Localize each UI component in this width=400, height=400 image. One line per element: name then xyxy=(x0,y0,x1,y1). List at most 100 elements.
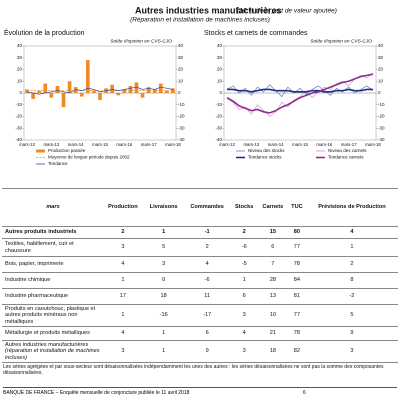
cell-text: 9 xyxy=(350,330,354,337)
table-cell: Stocks xyxy=(230,188,258,227)
chart-subtitle: Solde d'opinion en CVS-CJO xyxy=(310,38,372,44)
cell-text: -1 xyxy=(204,229,210,236)
y2-tick-label: 0 xyxy=(178,90,181,95)
cell-text: -2 xyxy=(349,293,355,300)
cell-text: -17 xyxy=(203,312,212,319)
cell-text: 80 xyxy=(293,229,301,236)
cell-text: 8 xyxy=(350,277,354,284)
cell-text: 77 xyxy=(293,244,301,251)
series-line xyxy=(226,84,374,98)
y-tick-label: -40 xyxy=(215,137,222,142)
y2-tick-label: 30 xyxy=(378,55,384,60)
charts: Autres industries manufacturières (10 % … xyxy=(4,5,385,166)
y2-tick-label: -40 xyxy=(378,137,385,142)
table-cell: 4 xyxy=(230,326,258,341)
cell-text: 1 xyxy=(350,244,354,251)
y-tick-label: 20 xyxy=(217,67,223,72)
table-cell: 6 xyxy=(183,326,231,341)
legend-label: Tendance carnets xyxy=(328,155,364,160)
table-cell: 77 xyxy=(287,238,306,257)
cell-text: -6 xyxy=(241,244,247,251)
table-cell: Autres industries manufacturières (répara… xyxy=(2,340,102,363)
bar xyxy=(134,82,139,93)
table-cell: 1 xyxy=(230,272,258,289)
share: (10 % de la part de valeur ajoutée) xyxy=(237,8,337,15)
table-cell: Industrie chimique xyxy=(2,272,102,289)
y-tick-label: 20 xyxy=(17,67,23,72)
table-cell: Production xyxy=(102,188,144,227)
table-cell: 78 xyxy=(287,256,306,273)
table-row: Autres industries manufacturières (répara… xyxy=(2,340,398,363)
table-cell: -16 xyxy=(143,304,184,327)
cell-text: 4 xyxy=(350,229,354,236)
table-cell: 2 xyxy=(305,256,398,273)
bar xyxy=(49,93,54,98)
cell-text: 18 xyxy=(160,293,167,300)
y-tick-label: -10 xyxy=(215,102,222,107)
series-line xyxy=(226,72,374,117)
cell-text: 1 xyxy=(162,348,166,355)
table-cell: -6 xyxy=(183,272,231,289)
table: mars Production Livraisons Commandes Stocks C… xyxy=(2,188,398,363)
table-cell: 84 xyxy=(287,272,306,289)
x-tick-label: mars-18 xyxy=(365,142,381,147)
table-cell: Livraisons xyxy=(143,188,184,227)
table-cell: 1 xyxy=(102,304,144,327)
table-cell: 0 xyxy=(143,272,184,289)
chart-title: Évolution de la production xyxy=(4,28,85,37)
cell-text: 2 xyxy=(121,229,125,236)
cell-text: 5 xyxy=(162,244,166,251)
y-tick-label: 30 xyxy=(17,55,23,60)
cell-text: Stocks xyxy=(235,204,254,211)
page-subtitle: (Réparation et installation de machines … xyxy=(130,17,270,24)
legend-label: Tendance xyxy=(48,161,68,166)
y-tick-label: -10 xyxy=(15,102,22,107)
x-tick-label: mars-15 xyxy=(92,142,108,147)
table-cell: Carnets xyxy=(257,188,288,227)
footer: BANQUE DE FRANCE – Enquête mensuelle de … xyxy=(3,387,397,396)
table-cell: 3 xyxy=(102,340,144,363)
legend-label: Production passée xyxy=(48,148,86,153)
table-row: Autres produits industriels 2 1 -1 2 15 80 4 xyxy=(2,226,398,239)
cell-text: 18 xyxy=(269,348,276,355)
cell-text: 9 xyxy=(205,348,209,355)
y-tick-label: -30 xyxy=(15,125,22,130)
table-cell: 11 xyxy=(183,288,231,305)
table-cell: 3 xyxy=(143,256,184,273)
table-cell: 2 xyxy=(102,226,144,239)
bar xyxy=(67,81,72,93)
table-cell: 17 xyxy=(102,288,144,305)
y-tick-label: -40 xyxy=(15,137,22,142)
bar xyxy=(61,93,66,108)
bar xyxy=(98,93,102,101)
y2-tick-label: -10 xyxy=(378,102,385,107)
cell-text: 10 xyxy=(269,312,276,319)
table-cell: Prévisions de Production xyxy=(305,188,398,227)
bar xyxy=(158,83,163,93)
cell-text: 4 xyxy=(205,261,209,268)
table-cell: 3 xyxy=(230,304,258,327)
cell-text: 7 xyxy=(271,261,275,268)
y-tick-label: 40 xyxy=(217,43,223,48)
bar xyxy=(37,90,42,93)
bar xyxy=(79,93,84,97)
table-cell: 1 xyxy=(143,326,184,341)
table-cell: 9 xyxy=(183,340,231,363)
table-cell: Produits en caoutchouc, plastique et aut… xyxy=(2,304,102,327)
bar xyxy=(171,88,175,93)
cell-text: 2 xyxy=(350,261,354,268)
cell-text: 2 xyxy=(242,229,246,236)
cell-text: Autres industries manufacturières xyxy=(5,341,89,348)
table-cell: 4 xyxy=(102,326,144,341)
bar xyxy=(25,89,29,93)
x-tick-label: mars-12 xyxy=(219,142,235,147)
table-cell: 2 xyxy=(230,226,258,239)
table-cell: 18 xyxy=(257,340,288,363)
row-note: (réparation et installation de machines … xyxy=(5,348,100,361)
cell-text: TUC xyxy=(291,204,303,211)
bar xyxy=(140,93,145,98)
cell-text: 2 xyxy=(205,244,209,251)
y2-tick-label: 20 xyxy=(178,67,184,72)
table-row: Bois, papier, imprimerie 4 3 4 -5 7 78 2 xyxy=(2,256,398,273)
table-cell: 13 xyxy=(257,288,288,305)
